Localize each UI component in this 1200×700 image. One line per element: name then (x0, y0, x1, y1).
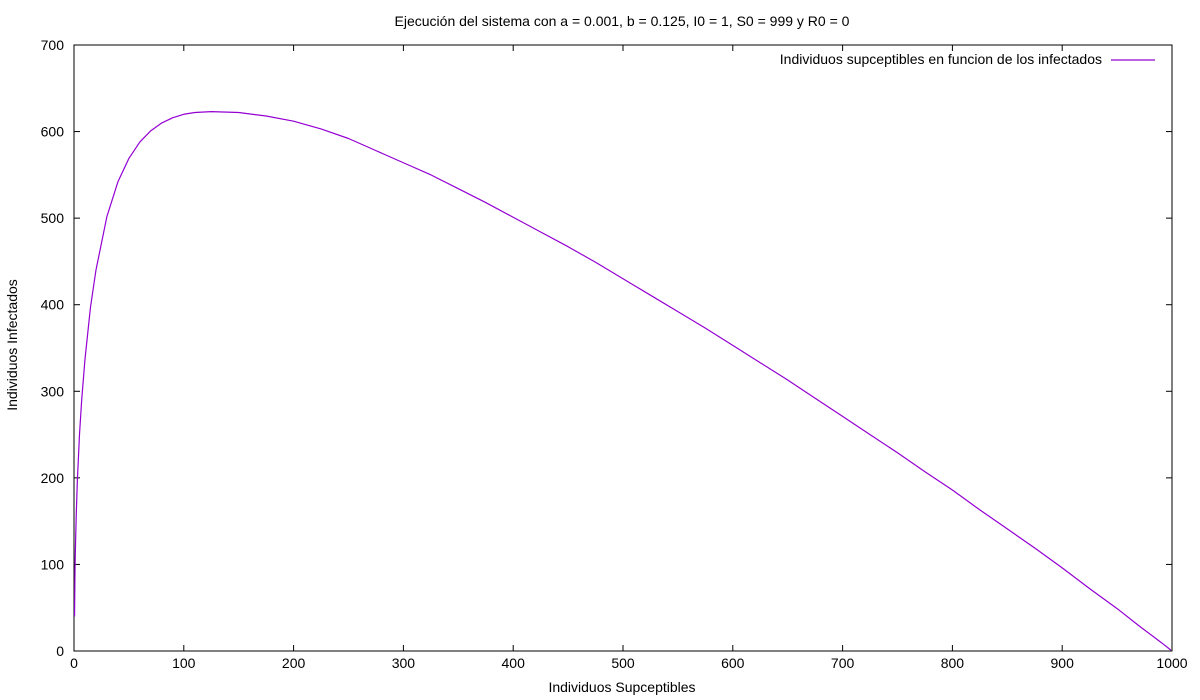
x-tick-label: 0 (70, 655, 78, 671)
y-tick-label: 200 (41, 470, 65, 486)
x-tick-label: 700 (831, 655, 855, 671)
x-axis-label: Individuos Supceptibles (548, 679, 695, 695)
x-tick-label: 800 (941, 655, 965, 671)
chart-title: Ejecución del sistema con a = 0.001, b =… (395, 13, 850, 29)
y-tick-label: 400 (41, 297, 65, 313)
x-tick-label: 400 (502, 655, 526, 671)
x-tick-label: 1000 (1156, 655, 1187, 671)
y-tick-label: 0 (56, 643, 64, 659)
x-tick-label: 500 (611, 655, 635, 671)
legend-label: Individuos supceptibles en funcion de lo… (780, 51, 1102, 67)
y-tick-label: 300 (41, 383, 65, 399)
plot-frame (73, 44, 1173, 652)
x-tick-label: 100 (172, 655, 196, 671)
series-line (73, 111, 1172, 651)
x-tick-label: 200 (282, 655, 306, 671)
x-tick-label: 300 (392, 655, 416, 671)
y-tick-label: 100 (41, 556, 65, 572)
y-tick-label: 700 (41, 37, 65, 53)
x-tick-label: 900 (1051, 655, 1075, 671)
x-axis: 0 100 200 300 400 500 600 700 800 900 1000 (70, 45, 1188, 671)
y-tick-label: 600 (41, 124, 65, 140)
y-axis-label: Individuos Infectados (4, 279, 20, 411)
y-tick-label: 500 (41, 210, 65, 226)
legend: Individuos supceptibles en funcion de lo… (780, 51, 1155, 67)
y-axis: 0 100 200 300 400 500 600 700 (41, 37, 1172, 659)
x-tick-label: 600 (721, 655, 745, 671)
